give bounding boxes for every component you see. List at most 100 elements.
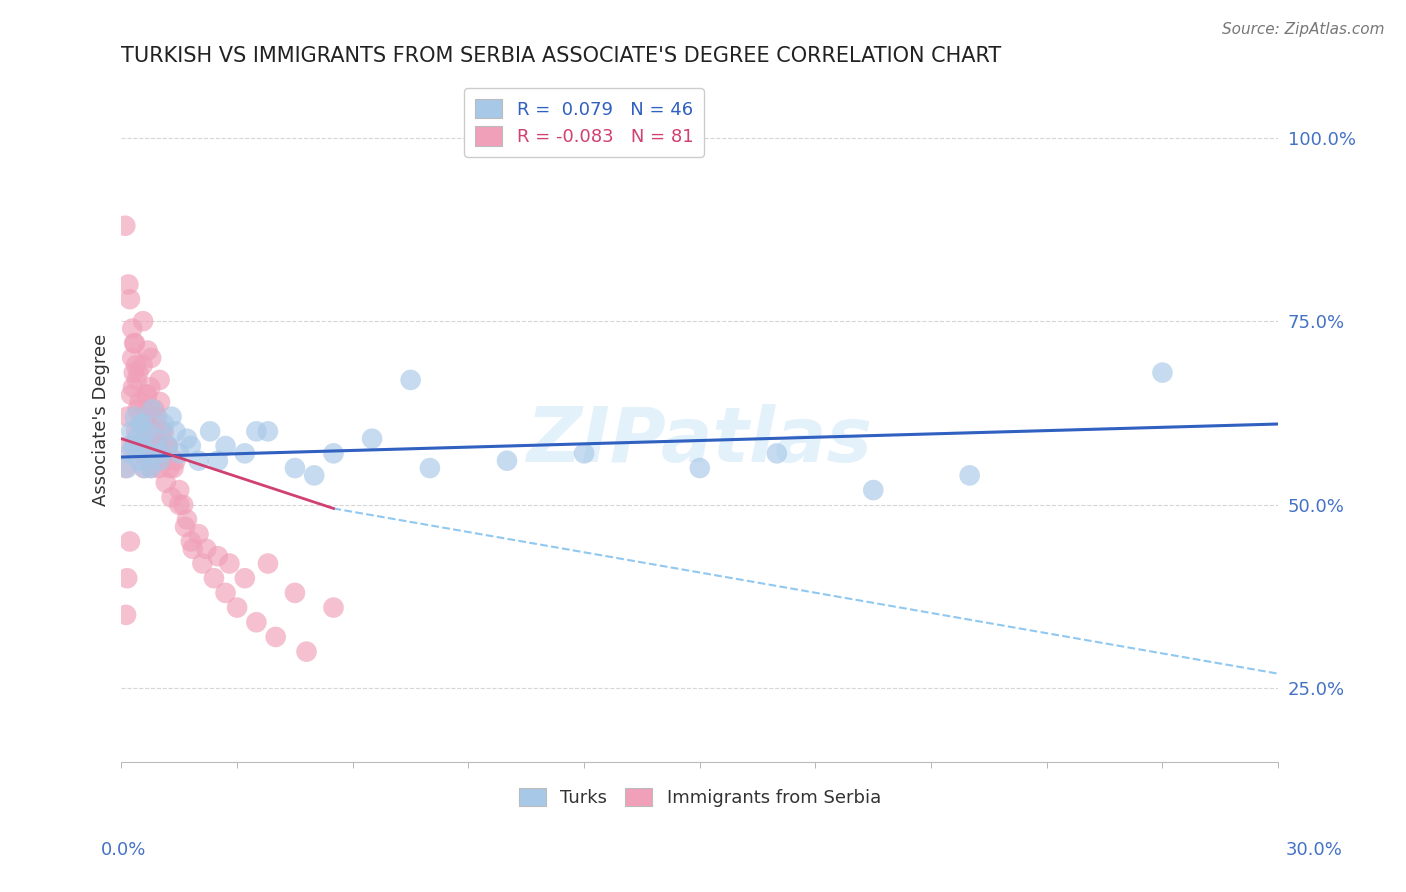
Point [129, 417, 152, 431]
Point [153, 425, 176, 439]
Point [131, 446, 153, 460]
Point [1152, 366, 1174, 380]
Point [145, 409, 167, 424]
Point [115, 409, 138, 424]
Point [160, 409, 183, 424]
Point [322, 446, 344, 460]
Point [150, 425, 173, 439]
Point [169, 483, 191, 497]
Point [169, 498, 191, 512]
Point [131, 417, 153, 431]
Point [572, 446, 595, 460]
Point [226, 600, 249, 615]
Point [136, 343, 159, 358]
Point [124, 439, 146, 453]
Point [139, 461, 162, 475]
Text: ZIPatlas: ZIPatlas [527, 404, 873, 478]
Point [142, 446, 165, 460]
Point [160, 491, 183, 505]
Point [233, 446, 256, 460]
Point [496, 453, 519, 467]
Point [181, 541, 204, 556]
Point [149, 373, 172, 387]
Point [145, 432, 167, 446]
Point [202, 571, 225, 585]
Point [118, 292, 141, 306]
Point [128, 395, 150, 409]
Point [264, 630, 287, 644]
Point [187, 453, 209, 467]
Point [284, 461, 307, 475]
Point [172, 498, 194, 512]
Point [125, 373, 148, 387]
Point [176, 512, 198, 526]
Point [195, 541, 218, 556]
Point [169, 446, 191, 460]
Point [135, 387, 157, 401]
Point [207, 453, 229, 467]
Point [129, 417, 152, 431]
Point [322, 600, 344, 615]
Point [302, 468, 325, 483]
Point [115, 607, 138, 622]
Point [135, 432, 157, 446]
Text: Source: ZipAtlas.com: Source: ZipAtlas.com [1222, 22, 1385, 37]
Point [218, 557, 240, 571]
Point [138, 409, 160, 424]
Point [124, 409, 146, 424]
Point [131, 358, 153, 372]
Point [284, 586, 307, 600]
Point [118, 534, 141, 549]
Point [156, 439, 179, 453]
Point [361, 432, 384, 446]
Point [419, 461, 441, 475]
Point [127, 366, 149, 380]
Point [125, 358, 148, 372]
Point [145, 432, 167, 446]
Point [959, 468, 981, 483]
Point [141, 402, 163, 417]
Point [139, 380, 162, 394]
Point [117, 277, 139, 292]
Point [132, 461, 155, 475]
Point [138, 446, 160, 460]
Point [159, 461, 181, 475]
Point [118, 439, 141, 453]
Point [141, 461, 163, 475]
Point [125, 432, 148, 446]
Text: 30.0%: 30.0% [1286, 841, 1343, 859]
Point [148, 461, 170, 475]
Point [149, 453, 172, 467]
Point [121, 321, 143, 335]
Point [122, 439, 145, 453]
Point [120, 387, 142, 401]
Point [245, 425, 267, 439]
Point [156, 439, 179, 453]
Point [153, 417, 176, 431]
Point [136, 387, 159, 401]
Point [141, 425, 163, 439]
Point [214, 439, 236, 453]
Point [233, 571, 256, 585]
Text: 0.0%: 0.0% [101, 841, 146, 859]
Point [191, 557, 214, 571]
Point [198, 425, 221, 439]
Point [134, 402, 156, 417]
Point [149, 446, 172, 460]
Point [207, 549, 229, 564]
Point [180, 439, 202, 453]
Point [162, 461, 184, 475]
Point [118, 446, 141, 460]
Point [766, 446, 789, 460]
Point [862, 483, 884, 497]
Point [295, 645, 318, 659]
Point [149, 395, 172, 409]
Point [115, 571, 138, 585]
Point [187, 527, 209, 541]
Point [214, 586, 236, 600]
Point [128, 453, 150, 467]
Point [135, 425, 157, 439]
Point [155, 475, 177, 490]
Point [689, 461, 711, 475]
Point [257, 557, 280, 571]
